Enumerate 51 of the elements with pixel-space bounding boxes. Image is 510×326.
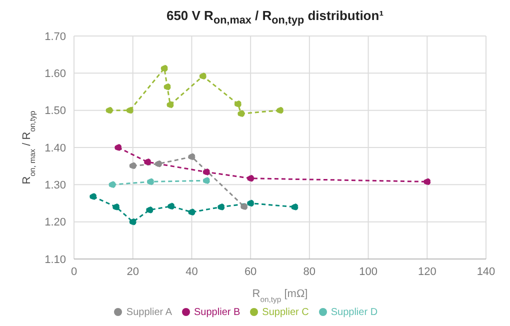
x-tick-label: 120 — [418, 266, 436, 278]
point — [424, 178, 431, 186]
x-tick-label: 60 — [244, 266, 257, 278]
point — [168, 202, 175, 210]
point — [188, 153, 196, 160]
x-tick-label: 40 — [186, 266, 198, 278]
legend-label: Supplier B — [194, 307, 240, 318]
point — [164, 83, 171, 90]
point — [166, 101, 174, 108]
x-tick-label: 20 — [126, 266, 139, 278]
x-tick-label: 140 — [476, 266, 496, 278]
point — [234, 100, 242, 108]
point — [188, 208, 196, 216]
point — [112, 203, 120, 210]
point — [90, 193, 97, 200]
point — [238, 110, 245, 118]
point — [146, 206, 154, 214]
y-tick-label: 1.50 — [44, 105, 66, 118]
legend-label: Supplier D — [330, 307, 378, 318]
x-tick-label: 100 — [359, 266, 378, 278]
x-tick-label: 0 — [70, 266, 78, 278]
chart-title: 650 V R$_{on,max}$ / R$_{on,typ}$ distribution¹ — [165, 8, 385, 29]
y-tick-label: 1.20 — [44, 216, 66, 229]
point — [154, 160, 162, 168]
point — [202, 177, 210, 184]
point — [202, 168, 210, 176]
point — [218, 203, 225, 210]
point — [144, 158, 152, 166]
point — [147, 178, 154, 186]
point — [291, 203, 298, 210]
y-tick-label: 1.40 — [44, 142, 66, 154]
point — [276, 106, 284, 114]
point — [247, 174, 254, 182]
point — [126, 106, 134, 114]
x-axis-title: R$_{on,typ}$ [mΩ] — [252, 288, 308, 304]
point — [108, 181, 116, 188]
y-tick-label: 1.70 — [44, 30, 66, 43]
point — [129, 218, 136, 226]
x-tick-label: 80 — [303, 266, 316, 278]
legend-label: Supplier A — [126, 307, 172, 318]
point — [114, 144, 122, 151]
point — [240, 203, 248, 210]
point — [199, 72, 206, 80]
y-tick-label: 1.30 — [44, 180, 66, 192]
y-tick-label: 1.60 — [44, 68, 66, 80]
legend-label: Supplier C — [262, 307, 309, 318]
y-tick-label: 1.10 — [44, 254, 66, 266]
point — [106, 106, 113, 114]
point — [160, 64, 168, 72]
point — [129, 162, 136, 170]
point — [247, 200, 254, 207]
